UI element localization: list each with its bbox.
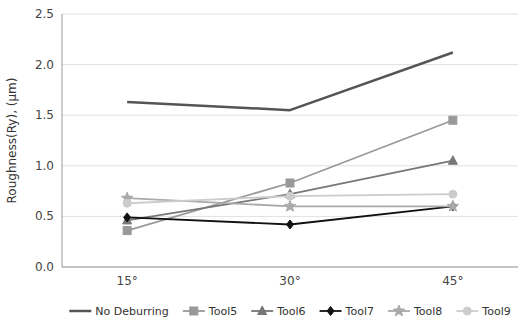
x-axis: 15° 30° 45° bbox=[117, 274, 464, 288]
series-line bbox=[127, 120, 453, 230]
x-tick-label: 15° bbox=[117, 274, 138, 288]
legend-item: Tool9 bbox=[456, 305, 510, 318]
legend-swatch bbox=[69, 310, 91, 313]
legend-marker bbox=[393, 305, 404, 316]
series bbox=[123, 190, 457, 207]
series bbox=[123, 116, 457, 234]
series bbox=[127, 52, 453, 110]
chart: 0.0 0.5 1.0 1.5 2.0 2.5 15° 30° 45° Roughness(Ry)… bbox=[0, 0, 532, 331]
marker bbox=[286, 179, 294, 187]
x-tick-label: 30° bbox=[279, 274, 300, 288]
marker bbox=[123, 199, 131, 207]
grid-line bbox=[62, 115, 518, 116]
marker bbox=[447, 200, 458, 211]
legend-label: Tool9 bbox=[481, 305, 510, 318]
grid-line bbox=[62, 14, 518, 15]
legend-item: Tool5 bbox=[183, 305, 237, 318]
y-tick-label: 2.0 bbox=[35, 58, 54, 72]
grid-line bbox=[62, 64, 518, 65]
legend-item: Tool8 bbox=[388, 305, 442, 318]
y-axis: 0.0 0.5 1.0 1.5 2.0 2.5 bbox=[35, 7, 54, 274]
series bbox=[123, 156, 458, 224]
legend-item: Tool7 bbox=[320, 305, 374, 318]
y-axis-line bbox=[62, 14, 63, 267]
legend-marker bbox=[190, 307, 198, 315]
y-tick-label: 0.0 bbox=[35, 260, 54, 274]
marker bbox=[449, 190, 457, 198]
y-tick-label: 0.5 bbox=[35, 209, 54, 223]
legend-marker bbox=[463, 307, 471, 315]
y-tick-label: 1.5 bbox=[35, 108, 54, 122]
legend-label: Tool5 bbox=[208, 305, 237, 318]
legend-label: Tool8 bbox=[413, 305, 442, 318]
legend-marker bbox=[327, 307, 334, 316]
x-axis-line bbox=[62, 267, 518, 268]
x-tick-label: 45° bbox=[442, 274, 463, 288]
y-tick-label: 1.0 bbox=[35, 159, 54, 173]
y-tick-label: 2.5 bbox=[35, 7, 54, 21]
marker bbox=[284, 200, 295, 211]
marker bbox=[449, 116, 457, 124]
marker bbox=[124, 213, 131, 222]
legend-item: No Deburring bbox=[69, 305, 169, 318]
legend-label: Tool6 bbox=[276, 305, 305, 318]
legend-marker bbox=[258, 306, 267, 315]
grid-line bbox=[62, 165, 518, 166]
legend: No Deburring Tool5 Tool6 Tool7 Tool8 Tool9 bbox=[69, 305, 510, 318]
marker bbox=[448, 156, 457, 165]
legend-label: Tool7 bbox=[345, 305, 374, 318]
series bbox=[121, 192, 458, 211]
marker bbox=[287, 220, 294, 229]
marker bbox=[286, 192, 294, 200]
legend-label: No Deburring bbox=[95, 305, 169, 318]
y-axis-label: Roughness(Ry), (μm) bbox=[5, 78, 19, 204]
series-line bbox=[127, 52, 453, 110]
grid bbox=[62, 14, 518, 267]
legend-item: Tool6 bbox=[251, 305, 305, 318]
plot-area bbox=[121, 52, 458, 234]
grid-line bbox=[62, 267, 518, 268]
marker bbox=[123, 227, 131, 235]
